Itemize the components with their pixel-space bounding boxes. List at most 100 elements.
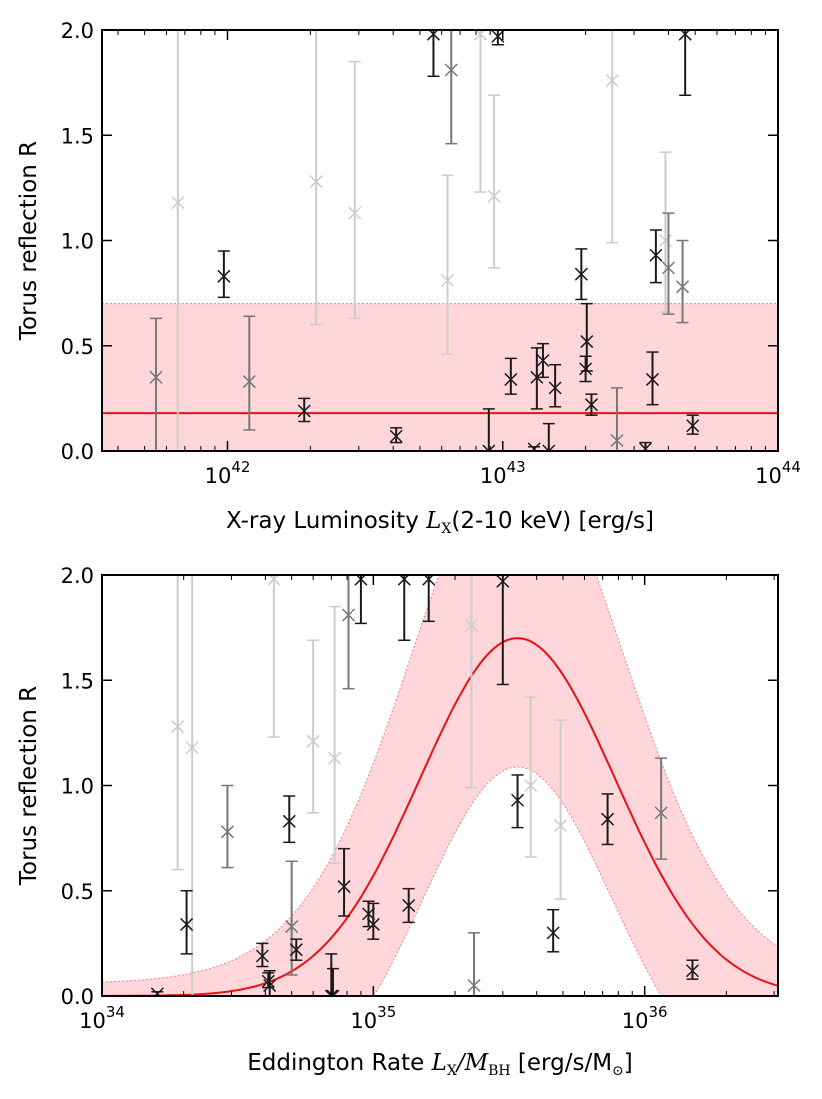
point-marker (306, 734, 320, 748)
point-marker (171, 720, 185, 734)
point-marker (686, 419, 700, 433)
y-tick-label: 0.0 (61, 985, 94, 1009)
point-marker (309, 175, 323, 189)
point-marker (389, 429, 403, 443)
point-marker (467, 978, 481, 993)
data-point (464, 575, 479, 789)
point-marker (504, 372, 518, 386)
data-point (282, 795, 296, 844)
point-marker (150, 987, 164, 996)
point-marker (180, 917, 194, 931)
point-marker (263, 978, 277, 993)
x-tick-label: 1044 (755, 458, 801, 488)
data-point (546, 908, 560, 953)
data-point (242, 315, 256, 431)
x-tick-label: 1034 (79, 1003, 125, 1033)
y-axis-label: Torus reflection R (16, 141, 42, 341)
data-point (263, 969, 277, 996)
point-marker (542, 444, 556, 451)
data-point (548, 363, 562, 408)
data-point (348, 60, 362, 320)
point-marker (574, 267, 588, 281)
point-marker (546, 926, 560, 940)
x-label-divider: / (455, 1050, 467, 1076)
data-point (467, 932, 481, 996)
y-tick-label: 1.5 (61, 669, 94, 693)
point-marker (491, 30, 505, 43)
y-tick-label: 0.5 (61, 880, 94, 904)
x-tick-base: 10 (350, 1009, 377, 1033)
point-marker (580, 335, 594, 349)
point-marker (242, 375, 256, 389)
point-marker (297, 404, 311, 418)
point-marker (605, 73, 619, 88)
point-marker (661, 261, 675, 275)
data-point (402, 887, 416, 924)
x-tick-label: 1042 (205, 458, 251, 488)
x-label-sub: X (447, 1063, 457, 1079)
point-marker (496, 575, 510, 588)
point-marker (487, 189, 501, 203)
point-marker (282, 814, 296, 828)
point-marker (654, 806, 668, 820)
point-marker (185, 741, 199, 755)
point-marker (464, 618, 479, 633)
x-axis-label: X-ray Luminosity LX(2-10 keV) [erg/s] (226, 508, 654, 537)
data-point (542, 422, 556, 451)
data-point (678, 30, 692, 97)
y-tick-label: 1.0 (61, 775, 94, 799)
data-point (511, 774, 525, 829)
plot-area (102, 575, 778, 996)
point-marker (261, 974, 275, 988)
plot-area (102, 30, 778, 451)
data-point (574, 248, 588, 301)
data-point (328, 605, 342, 865)
data-point (444, 30, 458, 145)
data-point (341, 575, 356, 690)
data-point (579, 355, 593, 383)
data-point (676, 239, 690, 324)
x-label-suffix: (2-10 keV) [erg/s] (451, 508, 654, 534)
data-point (482, 408, 496, 451)
point-marker (527, 442, 541, 451)
point-marker (149, 370, 163, 384)
point-marker (554, 818, 568, 833)
data-point (554, 719, 568, 900)
data-point (504, 357, 518, 395)
data-point (171, 30, 185, 451)
point-marker (601, 812, 615, 826)
data-point (658, 151, 672, 313)
y-tick-label: 0.0 (61, 440, 94, 464)
data-point (645, 351, 660, 406)
x-tick-label: 1036 (622, 1003, 668, 1033)
data-point (326, 967, 340, 996)
data-point (306, 639, 320, 814)
x-label-sun: ⊙ (612, 1063, 624, 1079)
point-marker (579, 362, 593, 376)
y-tick-label: 1.0 (61, 230, 94, 254)
point-marker (326, 989, 340, 996)
data-point (180, 890, 194, 955)
point-marker (676, 280, 690, 294)
point-marker (638, 442, 653, 451)
data-point (649, 229, 663, 284)
data-point (524, 696, 538, 858)
x-label-var: L (425, 508, 441, 534)
x-tick-label: 1035 (350, 1003, 396, 1033)
data-point (149, 317, 163, 451)
data-point (150, 987, 164, 996)
x-tick-exponent: 35 (377, 1003, 396, 1021)
data-point (220, 784, 234, 869)
data-point (473, 30, 488, 193)
point-marker (220, 825, 234, 839)
point-marker (649, 248, 663, 262)
data-point (324, 953, 338, 996)
band-lower-edge (102, 766, 778, 996)
x-tick-base: 10 (205, 464, 232, 488)
data-point (217, 250, 231, 299)
data-point (638, 441, 653, 451)
point-marker (610, 433, 624, 448)
y-tick-label: 2.0 (61, 19, 94, 43)
